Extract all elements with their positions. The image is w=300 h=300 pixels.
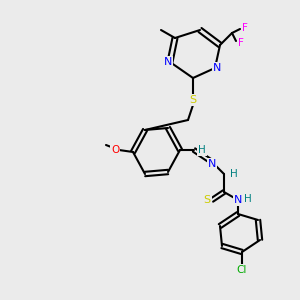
Text: N: N — [213, 63, 221, 73]
Text: Cl: Cl — [237, 265, 247, 275]
Text: F: F — [238, 38, 244, 48]
Text: H: H — [244, 194, 252, 204]
Text: S: S — [189, 95, 197, 105]
Text: S: S — [203, 195, 211, 205]
Text: N: N — [164, 57, 172, 67]
Text: N: N — [234, 195, 242, 205]
Text: O: O — [111, 145, 119, 155]
Text: F: F — [242, 23, 248, 33]
Text: H: H — [198, 145, 206, 155]
Text: H: H — [230, 169, 238, 179]
Text: N: N — [208, 159, 216, 169]
